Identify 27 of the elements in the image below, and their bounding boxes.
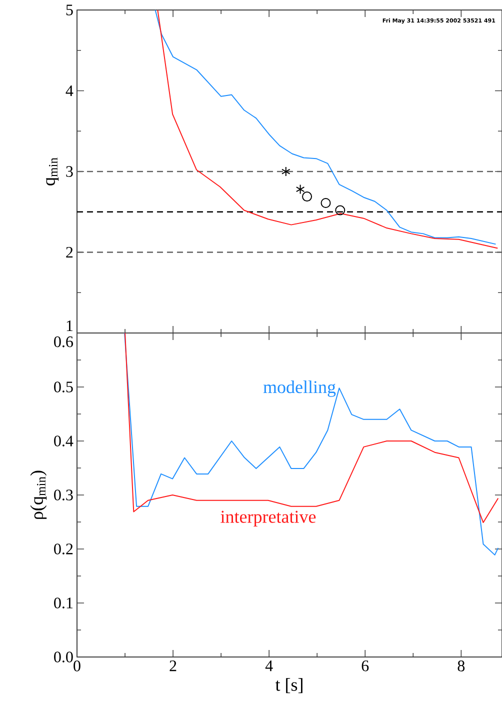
y-tick-label: 2 bbox=[66, 246, 73, 258]
y-tick-label: 5 bbox=[66, 4, 73, 16]
point bbox=[281, 166, 290, 177]
y-tick-label: 0.5 bbox=[54, 382, 73, 392]
point bbox=[320, 198, 331, 208]
x-tick-label: 0 bbox=[74, 660, 80, 672]
series-label: interpretative bbox=[220, 510, 316, 527]
x-tick-label: 2 bbox=[170, 660, 176, 672]
y-tick-label: 1 bbox=[66, 320, 73, 332]
y-tick-label: 0.0 bbox=[54, 652, 73, 662]
series-label: modelling bbox=[263, 380, 336, 397]
x-tick-label: 4 bbox=[265, 660, 273, 672]
point bbox=[335, 205, 346, 216]
y-tick-label: 0.3 bbox=[54, 490, 73, 500]
y-tick-label: 3 bbox=[66, 166, 73, 177]
point bbox=[296, 184, 305, 194]
point bbox=[302, 192, 312, 202]
y-tick-label: 0.6 bbox=[54, 336, 73, 348]
y-tick-label: 4 bbox=[66, 86, 74, 96]
y-tick-label: 0.4 bbox=[54, 436, 74, 446]
y-tick-label: 0.2 bbox=[54, 544, 73, 554]
y-axis-title: ρ(q$_{min}$) bbox=[30, 470, 47, 519]
x-tick-label: 8 bbox=[458, 660, 465, 672]
y-axis-title: q$_{min}$ bbox=[46, 158, 59, 186]
x-tick-label: 6 bbox=[362, 660, 369, 672]
y-tick-label: 0.1 bbox=[54, 598, 73, 608]
x-axis-title: t [s] bbox=[275, 678, 302, 694]
